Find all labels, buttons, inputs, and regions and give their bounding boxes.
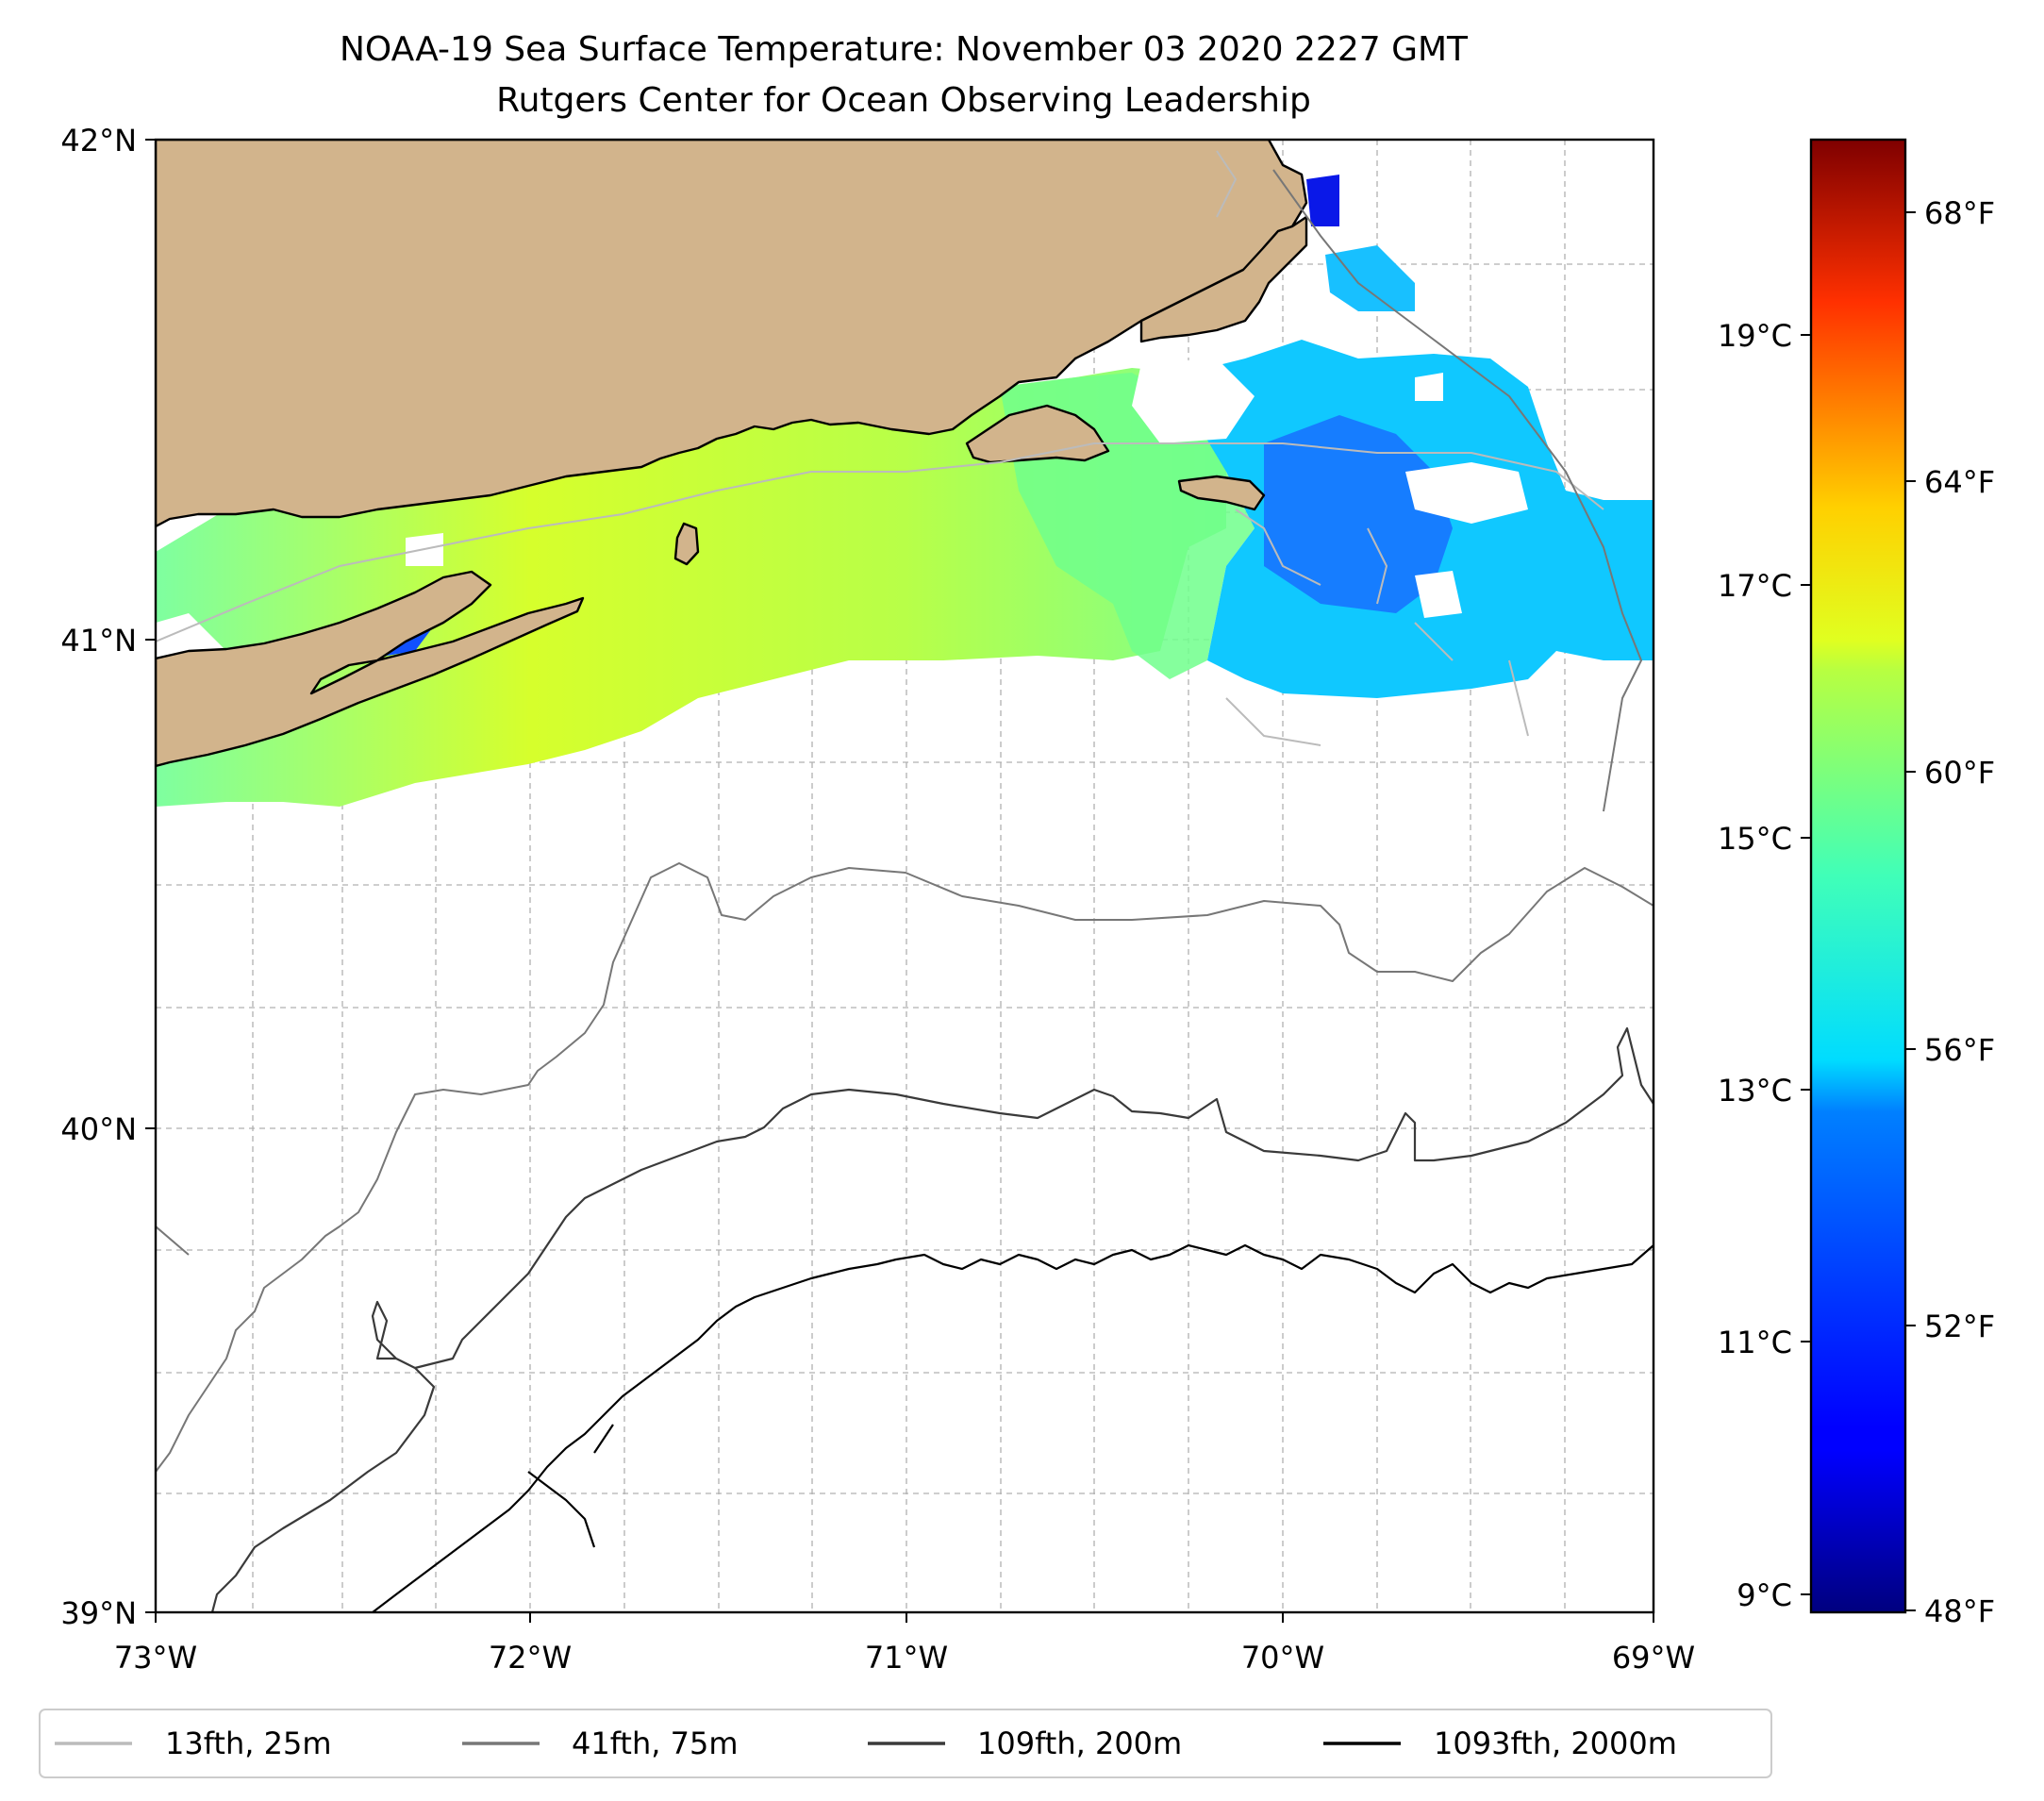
colorbar-tick-marks-left <box>1801 334 1811 1595</box>
y-tick-label-40n: 40°N <box>60 1111 137 1147</box>
colorbar-label-52f: 52°F <box>1924 1309 1995 1344</box>
contour-2000m-line <box>372 1243 1653 1612</box>
y-tick-label-41n: 41°N <box>60 623 137 659</box>
colorbar: 19°C 17°C 15°C 13°C 11°C 9°C 68°F 64°F 6… <box>1718 138 1995 1629</box>
cloud-gap-6 <box>156 613 226 660</box>
sst-swath-east-deepblue <box>1264 415 1453 613</box>
colorbar-tick-marks-right <box>1905 211 1916 1611</box>
x-tick-label-72w: 72°W <box>489 1640 572 1676</box>
legend-label-25m: 13fth, 25m <box>165 1726 331 1761</box>
y-tick-label-39n: 39°N <box>60 1595 137 1631</box>
colorbar-label-60f: 60°F <box>1924 755 1995 791</box>
land-long-island <box>156 570 585 768</box>
land-nantucket <box>1177 475 1266 511</box>
legend-label-200m: 109fth, 200m <box>977 1726 1182 1761</box>
colorbar-label-19c: 19°C <box>1718 318 1792 354</box>
cloud-gap-3 <box>1415 571 1462 618</box>
colorbar-label-11c: 11°C <box>1718 1325 1792 1360</box>
contour-200m-line <box>210 1026 1653 1612</box>
x-tick-label-70w: 70°W <box>1241 1640 1324 1676</box>
cloud-gap-1 <box>1132 359 1255 443</box>
legend-label-2000m: 1093fth, 2000m <box>1434 1726 1677 1761</box>
sst-swath-ne-dark <box>1306 175 1339 226</box>
legend-label-75m: 41fth, 75m <box>572 1726 738 1761</box>
map-title-line1: NOAA-19 Sea Surface Temperature: Novembe… <box>340 30 1469 69</box>
axis-tick-marks <box>145 139 1654 1623</box>
x-tick-label-73w: 73°W <box>114 1640 197 1676</box>
colorbar-label-13c: 13°C <box>1718 1073 1792 1109</box>
x-tick-label-71w: 71°W <box>865 1640 948 1676</box>
colorbar-label-56f: 56°F <box>1924 1032 1995 1068</box>
contour-75m-line <box>156 169 1653 1473</box>
y-tick-label-42n: 42°N <box>60 123 137 158</box>
land-cape-cod <box>1139 215 1308 343</box>
map-title-line2: Rutgers Center for Ocean Observing Leade… <box>496 81 1311 120</box>
sst-swath-ne-cyan <box>1325 245 1415 311</box>
cloud-gap-4 <box>1415 373 1443 401</box>
colorbar-label-15c: 15°C <box>1718 821 1792 857</box>
colorbar-gradient <box>1809 138 1907 1614</box>
colorbar-label-68f: 68°F <box>1924 195 1995 231</box>
map-frame <box>154 138 1655 1614</box>
depth-contours <box>156 150 1653 1612</box>
land-block-island <box>673 522 700 566</box>
colorbar-label-48f: 48°F <box>1924 1593 1995 1629</box>
colorbar-label-64f: 64°F <box>1924 464 1995 500</box>
colorbar-label-17c: 17°C <box>1718 568 1792 604</box>
x-tick-label-69w: 69°W <box>1612 1640 1695 1676</box>
contour-25m-line <box>156 150 1604 746</box>
contour-legend: 13fth, 25m 41fth, 75m 109fth, 200m 1093f… <box>39 1709 1772 1778</box>
colorbar-label-9c: 9°C <box>1737 1577 1792 1613</box>
cloud-gap-2 <box>1405 462 1528 524</box>
